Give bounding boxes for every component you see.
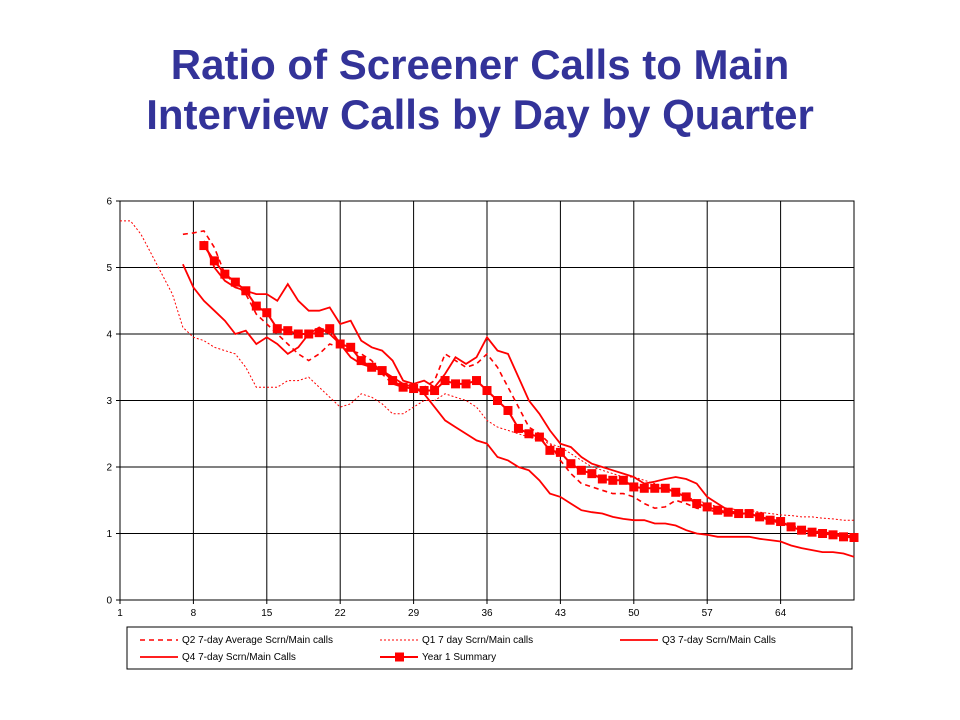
series-point: [734, 509, 744, 519]
series-point: [587, 469, 597, 479]
series-point: [356, 356, 366, 366]
series-point: [849, 532, 859, 542]
series-point: [220, 269, 230, 279]
series-point: [409, 384, 419, 394]
series-point: [639, 483, 649, 493]
slide-title: Ratio of Screener Calls to Main Intervie…: [0, 40, 960, 140]
series-point: [597, 474, 607, 484]
series-point: [555, 447, 565, 457]
series-point: [839, 532, 849, 542]
y-tick-label: 3: [106, 396, 112, 407]
x-tick-label: 15: [261, 608, 273, 619]
series-point: [209, 256, 219, 266]
y-tick-label: 2: [106, 463, 112, 474]
series-point: [272, 324, 282, 334]
series-point: [503, 405, 513, 415]
legend-label: Q4 7-day Scrn/Main Calls: [182, 652, 296, 663]
series-point: [472, 376, 482, 386]
series-point: [650, 483, 660, 493]
series-line-2: [120, 220, 854, 521]
series-point: [398, 382, 408, 392]
series-point: [524, 429, 534, 439]
legend-label: Q3 7-day Scrn/Main Calls: [662, 635, 776, 646]
y-tick-label: 0: [106, 596, 112, 607]
x-tick-label: 8: [191, 608, 197, 619]
series-point: [492, 396, 502, 405]
series-point: [440, 376, 450, 386]
series-point: [304, 329, 314, 339]
legend: Q2 7-day Average Scrn/Main calls Q1 7 day…: [126, 626, 853, 670]
series-point: [377, 366, 387, 376]
series-point: [283, 326, 293, 336]
y-tick-label: 6: [106, 197, 112, 208]
series-point: [419, 386, 429, 396]
series-point: [807, 527, 817, 537]
series-point: [723, 507, 733, 517]
series-point: [346, 342, 356, 352]
series-point: [335, 339, 345, 349]
series-point: [367, 362, 377, 372]
series-point: [545, 445, 555, 455]
series-point: [388, 376, 398, 386]
series-point: [534, 432, 544, 442]
series-point: [293, 329, 303, 339]
series-point: [461, 379, 471, 389]
series-point: [786, 522, 796, 532]
series-group: [120, 220, 859, 558]
x-tick-label: 1: [117, 608, 123, 619]
series-point: [702, 502, 712, 512]
legend-label: Year 1 Summary: [422, 652, 496, 663]
series-point: [314, 328, 324, 338]
legend-label: Q1 7 day Scrn/Main calls: [422, 635, 533, 646]
series-point: [828, 530, 838, 540]
series-point: [566, 459, 576, 469]
series-point: [660, 483, 670, 493]
y-tick-label: 1: [106, 529, 112, 540]
legend-box: [126, 626, 853, 670]
x-tick-label: 29: [408, 608, 420, 619]
x-tick-label: 43: [555, 608, 567, 619]
series-point: [629, 482, 639, 492]
x-tick-label: 64: [775, 608, 787, 619]
series-point: [608, 475, 618, 485]
series-point: [325, 324, 335, 334]
legend-label: Q2 7-day Average Scrn/Main calls: [182, 635, 333, 646]
series-line-4: [182, 263, 855, 558]
series-point: [671, 487, 681, 497]
series-point: [618, 475, 628, 485]
series-point: [818, 529, 828, 538]
series-point: [776, 517, 786, 527]
series-point: [430, 386, 440, 396]
series-point: [692, 499, 702, 509]
x-tick-label: 22: [335, 608, 347, 619]
y-tick-label: 5: [106, 263, 112, 274]
series-point: [482, 386, 492, 396]
series-point: [262, 308, 272, 318]
series-point: [713, 505, 723, 515]
series-point: [755, 512, 765, 522]
slide-title-line-2: Interview Calls by Day by Quarter: [146, 91, 814, 138]
series-point: [744, 509, 754, 519]
series-point: [241, 286, 251, 296]
series-point: [199, 241, 209, 251]
y-tick-label: 4: [106, 330, 112, 341]
series-point: [451, 379, 461, 389]
series-point: [797, 525, 807, 535]
x-tick-label: 57: [702, 608, 714, 619]
x-tick-label: 50: [628, 608, 640, 619]
series-point: [765, 515, 775, 525]
legend-marker: [395, 652, 404, 662]
slide-title-line-1: Ratio of Screener Calls to Main: [170, 41, 790, 88]
series-point: [681, 492, 691, 502]
series-point: [230, 277, 240, 287]
series-point: [513, 423, 523, 433]
series-point: [251, 301, 261, 311]
x-tick-label: 36: [481, 608, 493, 619]
series-point: [576, 465, 586, 475]
